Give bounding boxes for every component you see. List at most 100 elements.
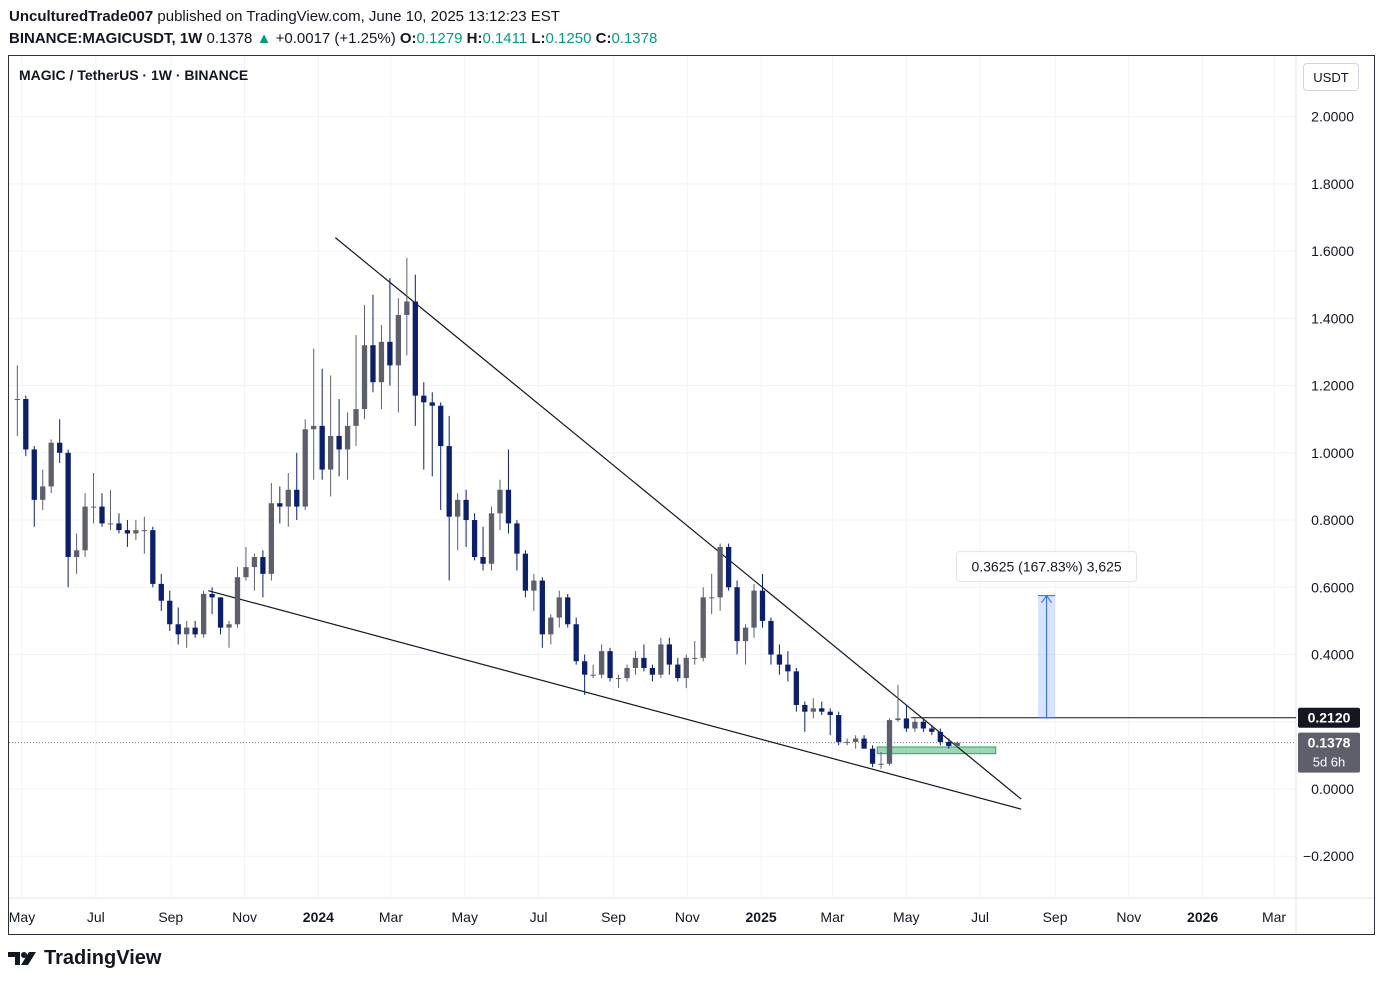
candle-body — [946, 741, 952, 746]
candle-body — [582, 661, 588, 675]
candle-body — [353, 409, 359, 426]
time-axis: May Jul Sep Nov 2024 Mar May Jul Sep Nov 2025 Mar Ma… — [9, 909, 1287, 925]
author-name[interactable]: UnculturedTrade007 — [9, 8, 154, 25]
footer-brand[interactable]: TradingView — [44, 946, 162, 969]
candle-body — [294, 489, 300, 507]
tradingview-logo-icon — [8, 952, 36, 965]
candle-body — [683, 657, 689, 679]
trendline-upper — [334, 237, 1022, 800]
candle-body — [776, 654, 783, 665]
y-tick-label: 1.0000 — [1311, 445, 1354, 461]
candle-body — [90, 506, 97, 508]
candle-body — [861, 738, 867, 749]
candle-body — [598, 651, 605, 675]
y-tick-label: 1.8000 — [1311, 176, 1354, 192]
currency-button[interactable]: USDT — [1303, 63, 1359, 91]
candle-body — [548, 617, 554, 635]
price-axis: −0.20000.00000.20000.40000.60000.80001.0… — [1303, 109, 1354, 865]
candle-body — [14, 399, 20, 401]
x-tick-label: 2025 — [746, 909, 777, 925]
y-tick-label: 1.6000 — [1311, 243, 1354, 259]
candle-body — [387, 341, 393, 366]
candle-body — [57, 442, 63, 453]
support-zone — [876, 746, 997, 755]
resistance-tag-text: 0.2120 — [1308, 710, 1351, 726]
candle-body — [311, 425, 317, 430]
candle-body — [717, 546, 723, 598]
trendline-lower — [208, 590, 1022, 810]
y-tick-label: 0.0000 — [1311, 781, 1354, 797]
resistance-tag — [1298, 707, 1360, 728]
candle-body — [429, 402, 435, 406]
candle-body — [370, 345, 376, 383]
candle-body — [23, 399, 29, 450]
x-tick-label: Sep — [1043, 909, 1068, 925]
symbol-line: BINANCE:MAGICUSDT, 1W 0.1378 ▲ +0.0017 (… — [9, 28, 1369, 50]
candle-body — [514, 523, 520, 554]
candle-body — [488, 513, 495, 564]
last-price: 0.1378 — [206, 30, 253, 47]
candle-body — [497, 489, 503, 514]
last-price-tag-text: 0.1378 — [1308, 735, 1351, 751]
candle-body — [73, 550, 80, 558]
x-tick-label: Jul — [87, 909, 105, 925]
candle-body — [378, 341, 385, 383]
grid-lines — [9, 56, 1374, 934]
candle-body — [277, 503, 283, 507]
candle-body — [124, 530, 131, 534]
candle-body — [641, 657, 647, 668]
candle-body — [590, 674, 596, 676]
candle-body — [819, 708, 825, 712]
candle-body — [912, 721, 918, 729]
price-change: +0.0017 (+1.25%) — [275, 30, 396, 47]
candle-body — [133, 530, 139, 534]
candle-body — [404, 301, 410, 315]
candle-body — [632, 657, 639, 668]
candle-body — [615, 678, 622, 680]
candle-body — [463, 499, 469, 521]
candle-body — [742, 627, 749, 642]
candle-body — [158, 583, 164, 601]
candle-body — [192, 627, 198, 635]
candle-body — [150, 530, 156, 584]
candle-body — [175, 624, 181, 635]
candle-body — [200, 594, 207, 635]
y-tick-label: 2.0000 — [1311, 109, 1354, 125]
candle-body — [624, 667, 630, 679]
price-tags: 0.2120 0.1378 5d 6h — [1298, 707, 1360, 773]
candle-body — [361, 345, 368, 410]
x-tick-label: Nov — [1116, 909, 1141, 925]
candle-body — [260, 557, 266, 574]
x-tick-label: Mar — [820, 909, 844, 925]
candle-body — [226, 624, 232, 628]
candle-body — [725, 546, 732, 588]
candle-body — [412, 301, 418, 396]
chart-legend: MAGIC / TetherUS · 1W · BINANCE — [19, 67, 249, 83]
candle-body — [480, 557, 486, 564]
low-value: 0.1250 — [545, 30, 592, 47]
candle-body — [573, 624, 579, 662]
candle-body — [446, 446, 452, 517]
candle-body — [844, 741, 850, 743]
candles — [14, 257, 960, 769]
chart-header: UnculturedTrade007 published on TradingV… — [9, 6, 1369, 50]
candle-body — [827, 711, 833, 716]
candle-body — [793, 671, 800, 705]
x-tick-label: 2024 — [303, 909, 334, 925]
candle-body — [607, 651, 613, 679]
candle-body — [395, 314, 402, 366]
publish-line: UnculturedTrade007 published on TradingV… — [9, 6, 1369, 28]
y-tick-label: 0.8000 — [1311, 512, 1354, 528]
candle-body — [734, 587, 740, 642]
candle-body — [531, 580, 537, 591]
open-value: 0.1279 — [416, 30, 463, 47]
candle-body — [268, 503, 275, 574]
x-tick-label: 2026 — [1187, 909, 1218, 925]
candle-body — [209, 594, 215, 598]
candle-body — [107, 523, 114, 525]
measure-arrowhead — [1041, 594, 1052, 603]
y-tick-label: 1.4000 — [1311, 310, 1354, 326]
publish-info: published on TradingView.com, June 10, 2… — [157, 8, 560, 25]
measure-label: 0.3625 (167.83%) 3,625 — [971, 559, 1121, 575]
